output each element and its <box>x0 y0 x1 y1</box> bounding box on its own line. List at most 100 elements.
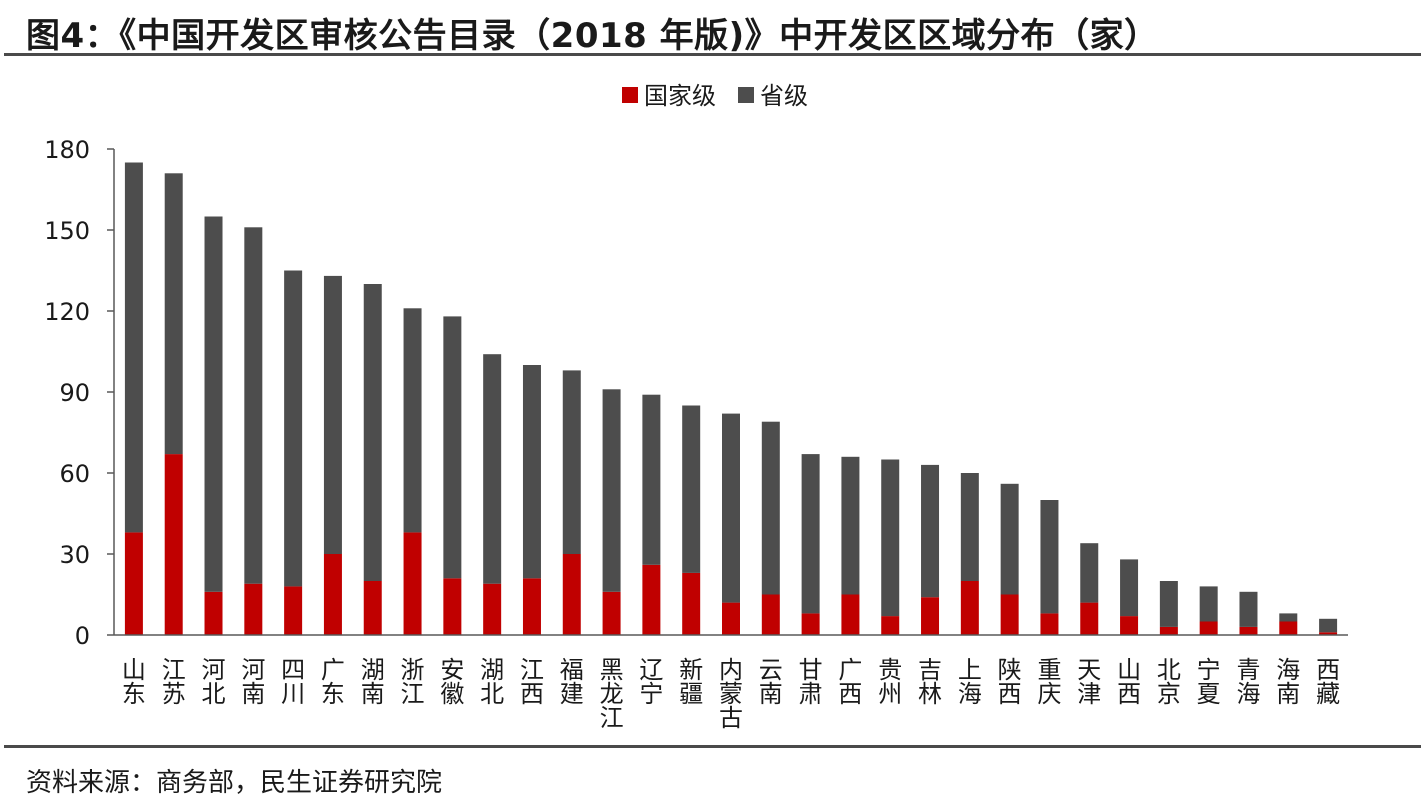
x-tick-label: 东 <box>321 680 345 708</box>
legend: 国家级 省级 <box>622 82 808 110</box>
x-tick-label: 安 <box>440 656 464 684</box>
x-tick-label: 江 <box>401 680 425 708</box>
bar-provincial <box>522 365 541 579</box>
x-tick-label: 上 <box>958 656 982 684</box>
bar-provincial <box>124 162 143 533</box>
x-tick-label: 林 <box>918 680 942 708</box>
bar-national <box>1080 602 1099 635</box>
bar-national <box>204 591 223 635</box>
bar-provincial <box>1000 483 1019 595</box>
bar-national <box>801 613 820 635</box>
x-tick-label: 内 <box>719 656 743 684</box>
x-tick-label: 浙 <box>401 656 425 684</box>
bar-provincial <box>841 456 860 595</box>
x-tick-label: 古 <box>719 704 743 732</box>
bar-national <box>124 532 143 635</box>
bar-national <box>284 586 303 635</box>
x-tick-label: 河 <box>241 656 265 684</box>
bar-national <box>1159 626 1178 635</box>
bar-provincial <box>1040 500 1059 614</box>
bar-national <box>244 583 263 635</box>
x-tick-label: 陕 <box>998 656 1022 684</box>
x-tick-label: 福 <box>560 656 584 684</box>
x-tick-label: 云 <box>759 656 783 684</box>
bar-provincial <box>1199 586 1218 622</box>
x-tick-label: 南 <box>1276 680 1300 708</box>
bar-provincial <box>443 316 462 579</box>
x-tick-label: 河 <box>202 656 226 684</box>
bar-national <box>881 616 900 635</box>
bar-national <box>522 578 541 635</box>
bar-provincial <box>244 227 263 584</box>
x-tick-label: 蒙 <box>719 680 743 708</box>
bar-national <box>403 532 422 635</box>
x-tick-label: 徽 <box>440 680 464 708</box>
bars <box>124 162 1338 635</box>
top-rule <box>4 53 1421 56</box>
bar-national <box>562 554 581 635</box>
bar-provincial <box>682 405 701 573</box>
bar-provincial <box>1120 559 1139 617</box>
x-tick-label: 建 <box>560 680 584 708</box>
bar-provincial <box>881 459 900 617</box>
x-tick-label: 湖 <box>480 656 504 684</box>
x-tick-label: 广 <box>838 656 862 684</box>
bar-national <box>1040 613 1059 635</box>
x-tick-label: 重 <box>1037 656 1061 684</box>
bar-provincial <box>801 454 820 614</box>
bar-provincial <box>363 284 382 581</box>
x-axis: 山东江苏河北河南四川广东湖南浙江安徽湖北江西福建黑龙江辽宁新疆内蒙古云南甘肃广西… <box>114 634 1348 732</box>
bar-national <box>602 591 621 635</box>
bar-national <box>1239 626 1258 635</box>
x-tick-label: 北 <box>480 680 504 708</box>
x-tick-label: 贵 <box>878 656 902 684</box>
bar-provincial <box>722 413 740 603</box>
bar-provincial <box>960 473 979 581</box>
bar-national <box>323 554 342 635</box>
x-tick-label: 吉 <box>918 656 942 684</box>
x-tick-label: 湖 <box>361 656 385 684</box>
x-tick-label: 西 <box>998 680 1022 708</box>
x-tick-label: 南 <box>759 680 783 708</box>
x-tick-label: 江 <box>600 704 624 732</box>
bar-provincial <box>164 173 183 455</box>
legend-label: 国家级 <box>644 82 716 110</box>
x-tick-label: 西 <box>520 680 544 708</box>
bar-national <box>1120 616 1139 635</box>
bar-provincial <box>642 394 661 565</box>
x-tick-label: 广 <box>321 656 345 684</box>
y-tick-label: 120 <box>44 298 90 326</box>
x-tick-label: 海 <box>1276 656 1300 684</box>
x-tick-label: 京 <box>1157 680 1181 708</box>
bar-provincial <box>483 354 502 584</box>
x-tick-label: 江 <box>520 656 544 684</box>
x-tick-label: 苏 <box>162 680 186 708</box>
bar-national <box>722 602 740 635</box>
legend-swatch <box>622 87 638 103</box>
bar-provincial <box>602 389 621 592</box>
y-tick-label: 30 <box>59 541 90 569</box>
bar-provincial <box>323 275 342 554</box>
bar-provincial <box>562 370 581 554</box>
bar-national <box>841 594 860 635</box>
y-tick-label: 150 <box>44 217 90 245</box>
x-tick-label: 海 <box>1236 680 1260 708</box>
x-tick-label: 南 <box>241 680 265 708</box>
bar-provincial <box>1239 591 1258 627</box>
x-tick-label: 新 <box>679 656 703 684</box>
source-note: 资料来源：商务部，民生证券研究院 <box>26 768 443 798</box>
bar-national <box>1319 632 1338 635</box>
x-tick-label: 疆 <box>679 680 703 708</box>
bar-national <box>682 572 701 635</box>
x-tick-label: 夏 <box>1197 680 1221 708</box>
bar-provincial <box>284 270 303 587</box>
x-tick-label: 北 <box>1157 656 1181 684</box>
y-tick-label: 0 <box>75 622 90 650</box>
bar-national <box>642 564 661 635</box>
x-tick-label: 西 <box>1316 656 1340 684</box>
bar-provincial <box>403 308 422 533</box>
bottom-rule <box>4 745 1421 748</box>
chart-title: 图4：《中国开发区审核公告目录（2018 年版)》中开发区区域分布（家） <box>26 16 1159 56</box>
x-tick-label: 州 <box>878 680 902 708</box>
x-tick-label: 庆 <box>1037 680 1061 708</box>
